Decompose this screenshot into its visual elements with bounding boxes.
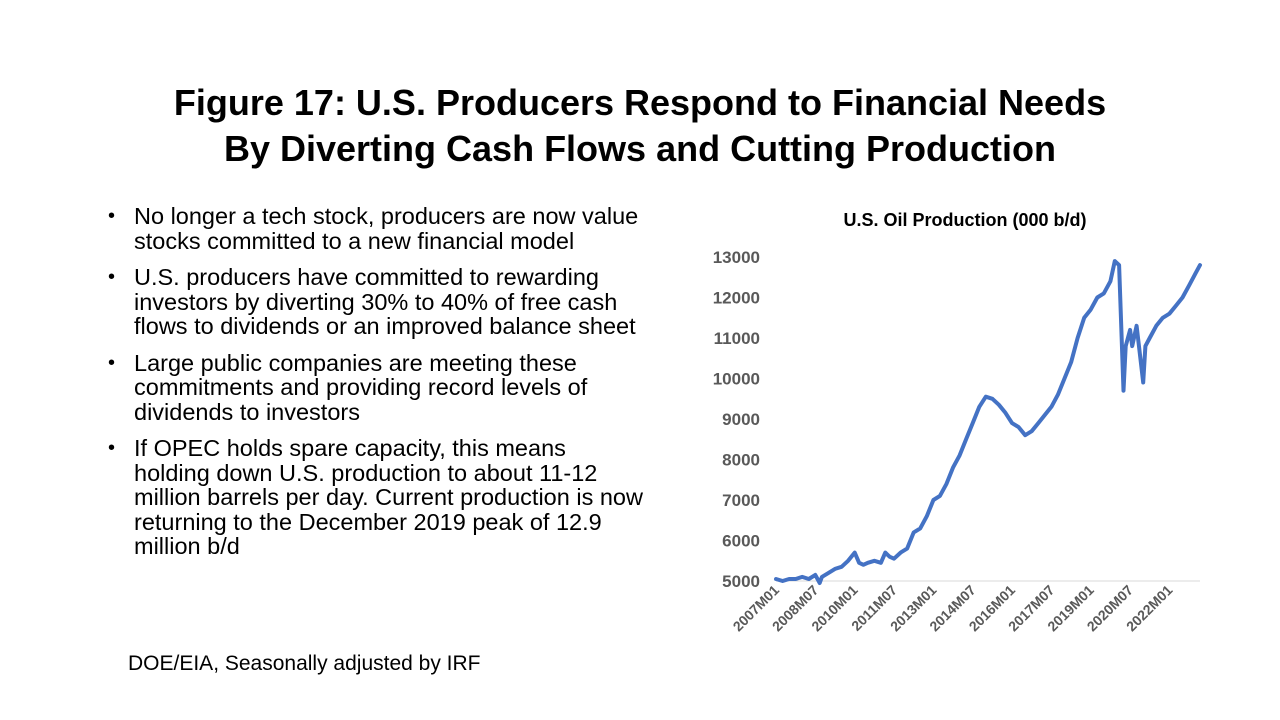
oil-production-chart: U.S. Oil Production (000 b/d) 5000 6000 70… bbox=[713, 210, 1202, 635]
y-tick-label: 9000 bbox=[722, 410, 760, 429]
slide-title-line-1: Figure 17: U.S. Producers Respond to Fin… bbox=[173, 82, 1107, 123]
bullet-item: • No longer a tech stock, producers are n… bbox=[108, 204, 648, 253]
y-tick-label: 11000 bbox=[714, 329, 760, 348]
series-line bbox=[774, 259, 1202, 585]
y-tick-label: 13000 bbox=[713, 248, 760, 267]
y-tick-label: 10000 bbox=[713, 370, 760, 389]
y-tick-label: 7000 bbox=[722, 491, 760, 510]
bullet-symbol: • bbox=[108, 266, 116, 288]
slide-title: Figure 17: U.S. Producers Respond to Fin… bbox=[0, 80, 1280, 172]
source-note: DOE/EIA, Seasonally adjusted by IRF bbox=[128, 652, 481, 675]
slide-title-line-2: By Diverting Cash Flows and Cutting Prod… bbox=[223, 128, 1057, 169]
bullet-list: • No longer a tech stock, producers are n… bbox=[108, 204, 648, 571]
y-tick-label: 12000 bbox=[713, 289, 760, 308]
y-tick-label: 6000 bbox=[722, 532, 760, 551]
bullet-item: • If OPEC holds spare capacity, this mean… bbox=[108, 436, 648, 559]
y-tick-label: 5000 bbox=[722, 572, 760, 591]
x-axis: 2007M012008M072010M012011M072013M012014M… bbox=[730, 582, 1176, 635]
chart-title: U.S. Oil Production (000 b/d) bbox=[843, 210, 1086, 230]
bullet-text: If OPEC holds spare capacity, this means… bbox=[134, 435, 643, 559]
bullet-symbol: • bbox=[108, 351, 116, 374]
bullet-text: No longer a tech stock, producers are no… bbox=[134, 203, 639, 254]
bullet-item: • Large public companies are meeting thes… bbox=[108, 349, 648, 425]
bullet-item: • U.S. producers have committed to reward… bbox=[108, 265, 648, 339]
bullet-text: U.S. producers have committed to rewardi… bbox=[134, 264, 636, 339]
y-axis: 5000 6000 7000 8000 9000 10000 11000 12000 13000 bbox=[713, 248, 760, 591]
bullet-symbol: • bbox=[108, 437, 116, 459]
bullet-text: Large public companies are meeting these… bbox=[134, 349, 588, 425]
bullet-symbol: • bbox=[108, 205, 116, 227]
y-tick-label: 8000 bbox=[722, 451, 760, 470]
